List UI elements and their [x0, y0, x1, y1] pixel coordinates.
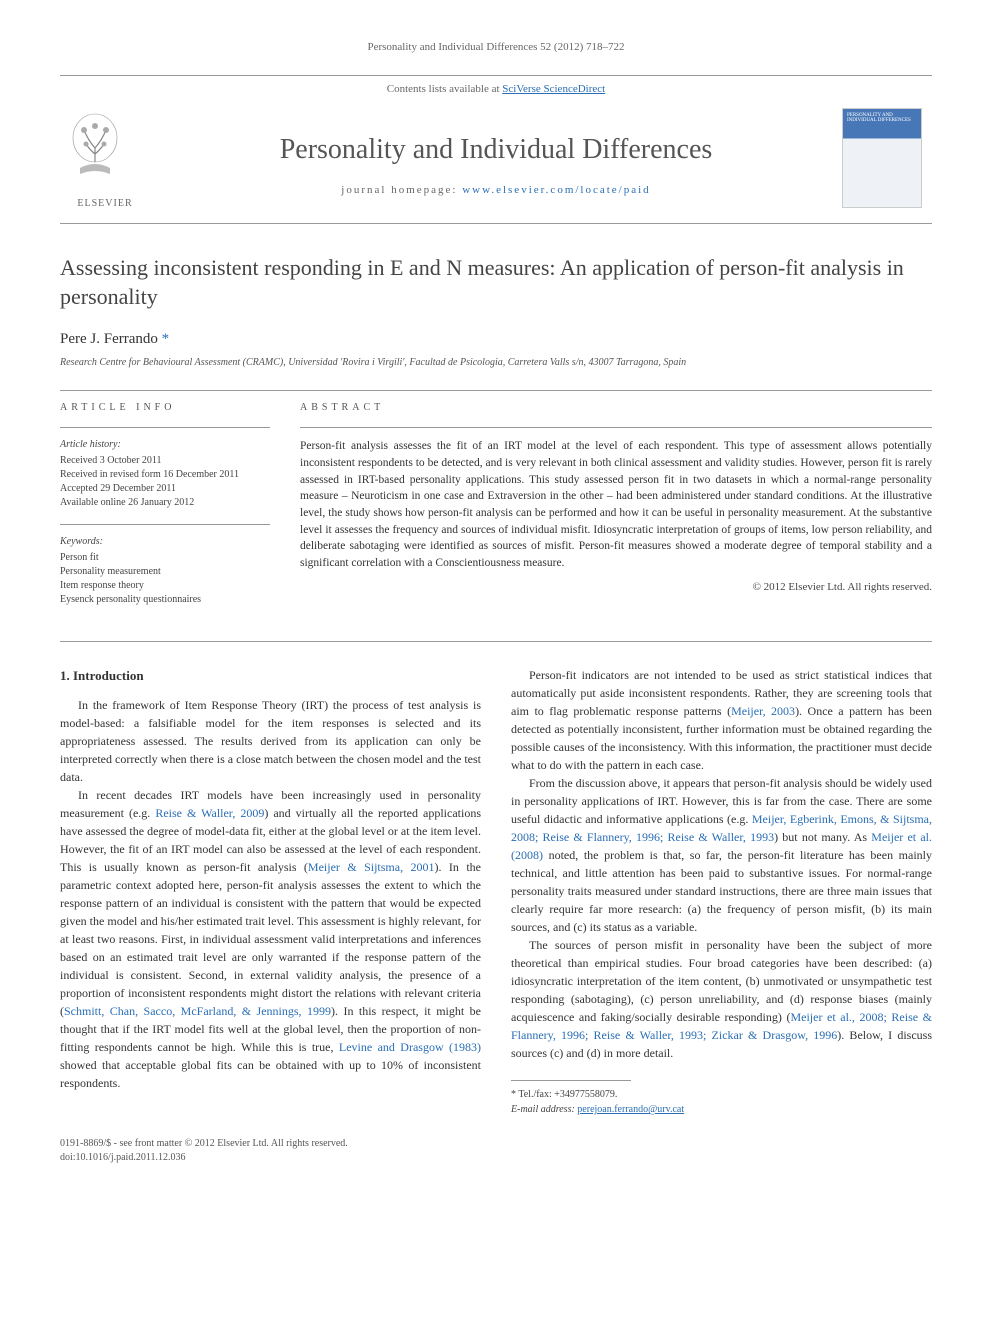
divider — [60, 641, 932, 642]
divider — [60, 390, 932, 391]
citation-link[interactable]: Meijer & Sijtsma, 2001 — [308, 860, 435, 874]
body-text: ) but not many. As — [774, 830, 871, 844]
citation-link[interactable]: Levine and Drasgow (1983) — [339, 1040, 481, 1054]
contents-bar: Contents lists available at SciVerse Sci… — [60, 75, 932, 97]
body-columns: 1. Introduction In the framework of Item… — [60, 666, 932, 1117]
abstract-column: ABSTRACT Person-fit analysis assesses th… — [300, 401, 932, 621]
divider — [60, 524, 270, 525]
email-label: E-mail address: — [511, 1104, 577, 1115]
body-paragraph: From the discussion above, it appears th… — [511, 774, 932, 936]
email-link[interactable]: perejoan.ferrando@urv.cat — [577, 1104, 684, 1115]
keyword: Personality measurement — [60, 565, 270, 579]
authors: Pere J. Ferrando * — [60, 329, 932, 350]
body-paragraph: The sources of person misfit in personal… — [511, 936, 932, 1062]
issn-line: 0191-8869/$ - see front matter © 2012 El… — [60, 1137, 932, 1151]
contents-text: Contents lists available at — [387, 83, 502, 95]
citation-link[interactable]: Meijer, 2003 — [731, 704, 795, 718]
citation-link[interactable]: Schmitt, Chan, Sacco, McFarland, & Jenni… — [64, 1004, 331, 1018]
sciencedirect-link[interactable]: SciVerse ScienceDirect — [502, 83, 605, 95]
abstract-copyright: © 2012 Elsevier Ltd. All rights reserved… — [300, 580, 932, 595]
abstract-text: Person-fit analysis assesses the fit of … — [300, 438, 932, 571]
citation-header: Personality and Individual Differences 5… — [60, 40, 932, 55]
corresponding-author-marker[interactable]: * — [162, 331, 170, 347]
history-title: Article history: — [60, 438, 270, 452]
section-heading-intro: 1. Introduction — [60, 666, 481, 686]
journal-cover-icon: PERSONALITY AND INDIVIDUAL DIFFERENCES — [842, 108, 922, 208]
body-paragraph: In recent decades IRT models have been i… — [60, 786, 481, 1092]
body-text: noted, the problem is that, so far, the … — [511, 848, 932, 934]
doi-line: doi:10.1016/j.paid.2011.12.036 — [60, 1151, 932, 1165]
masthead: ELSEVIER Personality and Individual Diff… — [60, 108, 932, 224]
elsevier-label: ELSEVIER — [60, 197, 150, 211]
info-abstract-row: ARTICLE INFO Article history: Received 3… — [60, 401, 932, 621]
elsevier-tree-icon — [60, 110, 130, 190]
divider — [60, 427, 270, 428]
publisher-logo-block: ELSEVIER — [60, 110, 150, 211]
cover-title-text: PERSONALITY AND INDIVIDUAL DIFFERENCES — [847, 113, 921, 124]
journal-homepage: journal homepage: www.elsevier.com/locat… — [150, 183, 842, 198]
history-line: Received 3 October 2011 — [60, 454, 270, 468]
keyword: Item response theory — [60, 579, 270, 593]
cover-thumb-block: PERSONALITY AND INDIVIDUAL DIFFERENCES — [842, 108, 932, 213]
corresponding-footnote: * Tel./fax: +34977558079. E-mail address… — [511, 1087, 932, 1117]
body-text: showed that acceptable global fits can b… — [60, 1058, 481, 1090]
article-history: Article history: Received 3 October 2011… — [60, 438, 270, 510]
homepage-label: journal homepage: — [341, 184, 462, 196]
tel-value: +34977558079. — [554, 1089, 617, 1100]
citation-link[interactable]: Reise & Waller, 2009 — [155, 806, 264, 820]
article-info-column: ARTICLE INFO Article history: Received 3… — [60, 401, 270, 621]
tel-label: * Tel./fax: — [511, 1089, 554, 1100]
keyword: Eysenck personality questionnaires — [60, 593, 270, 607]
history-line: Accepted 29 December 2011 — [60, 482, 270, 496]
history-line: Received in revised form 16 December 201… — [60, 468, 270, 482]
affiliation: Research Centre for Behavioural Assessme… — [60, 356, 932, 370]
author-name: Pere J. Ferrando — [60, 331, 158, 347]
history-line: Available online 26 January 2012 — [60, 496, 270, 510]
masthead-center: Personality and Individual Differences j… — [150, 122, 842, 199]
keywords-block: Keywords: Person fit Personality measure… — [60, 535, 270, 607]
footnote-divider — [511, 1080, 631, 1081]
abstract-label: ABSTRACT — [300, 401, 932, 415]
body-paragraph: In the framework of Item Response Theory… — [60, 696, 481, 786]
journal-title: Personality and Individual Differences — [150, 130, 842, 169]
divider — [300, 427, 932, 428]
bottom-bar: 0191-8869/$ - see front matter © 2012 El… — [60, 1137, 932, 1165]
keywords-title: Keywords: — [60, 535, 270, 549]
article-title: Assessing inconsistent responding in E a… — [60, 254, 932, 311]
keyword: Person fit — [60, 551, 270, 565]
article-info-label: ARTICLE INFO — [60, 401, 270, 415]
body-paragraph: Person-fit indicators are not intended t… — [511, 666, 932, 774]
body-text: ). In the parametric context adopted her… — [60, 860, 481, 1018]
homepage-link[interactable]: www.elsevier.com/locate/paid — [462, 184, 650, 196]
